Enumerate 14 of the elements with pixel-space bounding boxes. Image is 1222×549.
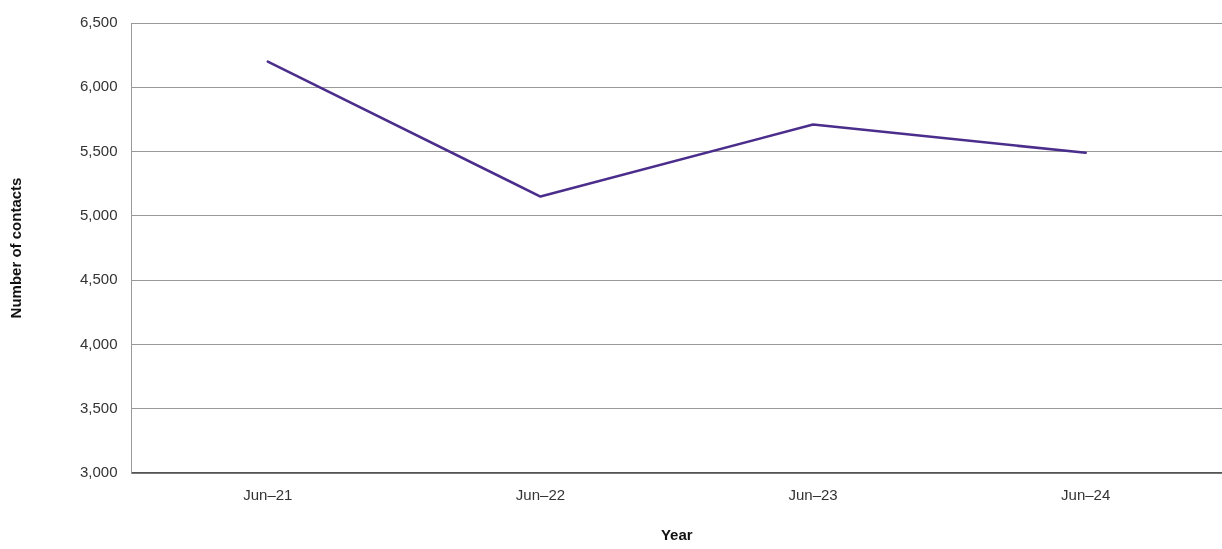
y-tick-label: 3,500 [79, 398, 118, 416]
y-tick-label: 4,500 [79, 270, 118, 288]
x-tick-label: Jun–22 [515, 486, 566, 504]
y-tick-label: 4,000 [79, 334, 118, 352]
y-tick-label: 5,500 [79, 141, 118, 159]
y-tick-label: 6,500 [79, 13, 118, 31]
x-axis-title: Year [660, 526, 693, 544]
x-tick-label: Jun–24 [1061, 486, 1111, 504]
x-tick-label: Jun–21 [243, 486, 293, 504]
y-tick-label: 3,000 [79, 463, 118, 481]
y-tick-label: 6,000 [79, 77, 118, 95]
x-tick-label: Jun–23 [788, 486, 838, 504]
y-axis-title: Number of contacts [7, 177, 25, 319]
y-tick-label: 5,000 [79, 206, 118, 223]
